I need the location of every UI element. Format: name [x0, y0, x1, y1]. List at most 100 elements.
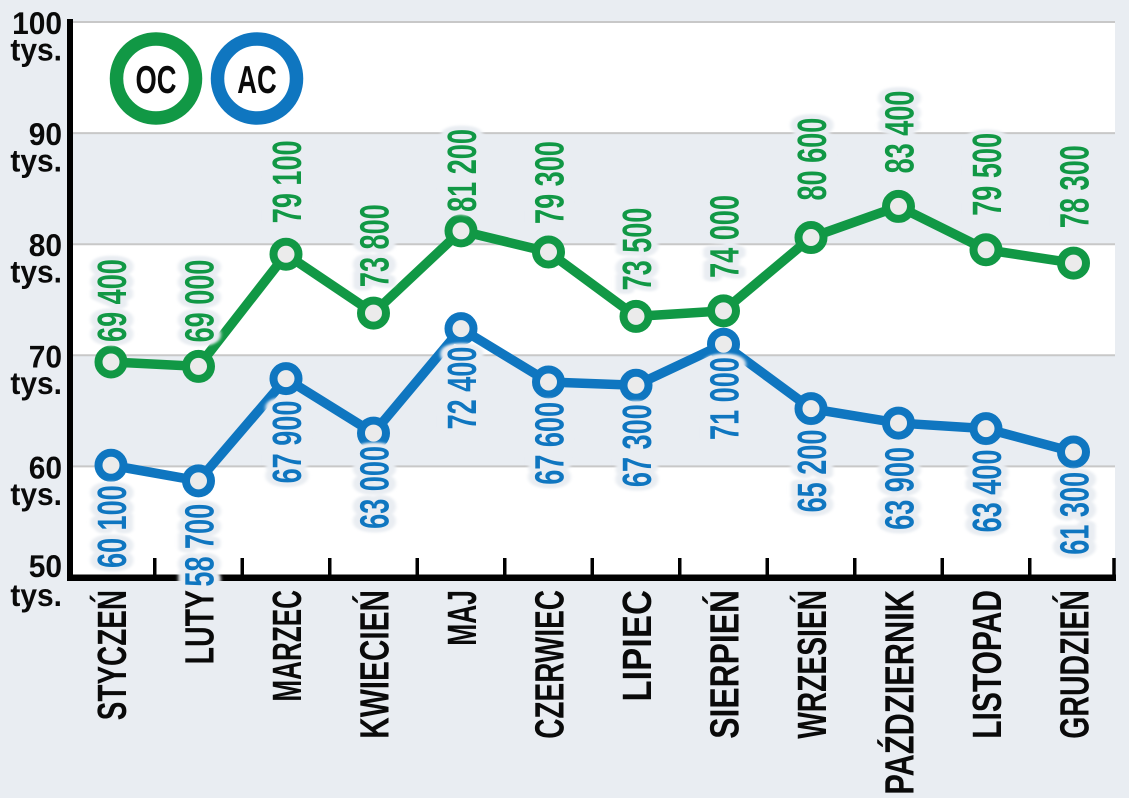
x-axis-label-1: STYCZEŃ — [89, 590, 135, 720]
ac-value-label-halo-12: 61 300 — [1052, 472, 1098, 555]
y-axis-unit-100: tys. — [10, 32, 62, 68]
oc-value-label-halo-5: 81 200 — [439, 129, 485, 212]
x-axis-tick — [503, 558, 507, 575]
ac-value-label-4: 63 000 — [352, 446, 398, 529]
y-axis-label-90: 90 — [29, 116, 62, 152]
ac-marker-9 — [794, 392, 828, 426]
ac-value-label-halo-1: 60 100 — [89, 485, 135, 568]
y-axis-unit-50: tys. — [10, 577, 62, 613]
oc-marker-3 — [269, 237, 303, 271]
plot-band — [73, 466, 1115, 575]
x-axis-label-8: SIERPIEŃ — [702, 590, 748, 739]
ac-marker-7 — [619, 368, 653, 402]
oc-marker-11 — [969, 233, 1003, 267]
x-axis-label-11: LISTOPAD — [964, 590, 1010, 739]
ac-value-label-8: 71 000 — [702, 357, 748, 440]
ac-marker-12 — [1057, 435, 1090, 469]
legend-ac-label: AC — [237, 59, 276, 102]
legend-oc-label: OC — [136, 59, 177, 102]
oc-value-label-12: 78 300 — [1052, 145, 1098, 228]
ac-value-label-12: 61 300 — [1052, 472, 1098, 555]
ac-marker-11 — [969, 412, 1003, 446]
oc-value-label-halo-8: 74 000 — [702, 195, 748, 278]
x-axis-tick — [240, 558, 244, 575]
oc-value-label-8: 74 000 — [702, 195, 748, 278]
legend-oc-ring — [109, 32, 203, 125]
oc-value-label-7: 73 500 — [614, 208, 660, 291]
oc-value-label-halo-10: 83 400 — [877, 91, 923, 174]
x-axis-label-12: GRUDZIEŃ — [1052, 590, 1098, 739]
ac-value-label-halo-6: 67 600 — [527, 402, 573, 485]
x-axis-tick — [1112, 558, 1116, 575]
x-axis-tick — [1028, 558, 1032, 575]
x-axis-label-10: PAŹDZIERNIK — [877, 590, 923, 795]
ac-value-label-6: 67 600 — [527, 402, 573, 485]
y-axis-line — [67, 19, 73, 581]
oc-value-label-6: 79 300 — [527, 141, 573, 224]
ac-value-label-2: 58 700 — [177, 504, 223, 587]
oc-value-label-halo-4: 73 800 — [352, 204, 398, 287]
oc-value-label-3: 79 100 — [264, 140, 310, 223]
oc-value-label-halo-3: 79 100 — [264, 140, 310, 223]
ac-value-label-halo-7: 67 300 — [614, 404, 660, 487]
y-axis-unit-80: tys. — [10, 254, 62, 290]
oc-marker-2 — [182, 349, 215, 383]
x-axis-label-9: WRZESIEŃ — [789, 590, 835, 739]
x-axis-label-4: KWIECIEŃ — [352, 590, 398, 739]
oc-value-label-halo-2: 69 000 — [177, 260, 223, 343]
y-axis-unit-60: tys. — [10, 476, 62, 512]
x-axis-label-3: MARZEC — [264, 590, 310, 702]
ac-value-label-3: 67 900 — [264, 401, 310, 484]
oc-value-label-halo-9: 80 600 — [789, 118, 835, 201]
x-axis-line — [67, 574, 1116, 581]
oc-marker-6 — [532, 235, 565, 269]
oc-value-label-halo-12: 78 300 — [1052, 145, 1098, 228]
x-axis-tick — [678, 558, 682, 575]
ac-value-label-halo-8: 71 000 — [702, 357, 748, 440]
oc-value-label-9: 80 600 — [789, 118, 835, 201]
oc-marker-12 — [1057, 246, 1090, 280]
plot-band — [73, 244, 1115, 356]
x-axis-label-7: LIPIEC — [614, 590, 660, 702]
oc-marker-1 — [94, 345, 128, 379]
x-axis-tick — [765, 558, 769, 575]
oc-marker-5 — [444, 214, 478, 248]
ac-value-label-halo-11: 63 400 — [964, 450, 1010, 533]
x-axis-tick — [328, 558, 332, 575]
ac-value-label-1: 60 100 — [89, 485, 135, 568]
oc-value-label-2: 69 000 — [177, 260, 223, 343]
ac-value-label-halo-2: 58 700 — [177, 504, 223, 587]
x-axis-tick — [415, 558, 419, 575]
oc-marker-7 — [619, 299, 653, 333]
ac-value-label-5: 72 400 — [439, 347, 485, 430]
oc-marker-10 — [882, 189, 915, 223]
y-axis-label-70: 70 — [29, 338, 62, 374]
ac-value-label-7: 67 300 — [614, 404, 660, 487]
oc-value-label-halo-1: 69 400 — [89, 259, 135, 342]
legend-ac-ring — [210, 32, 304, 125]
ac-marker-1 — [94, 448, 128, 482]
ac-value-label-10: 63 900 — [877, 447, 923, 530]
ac-value-label-halo-5: 72 400 — [439, 347, 485, 430]
x-axis-tick — [590, 558, 594, 575]
ac-marker-3 — [269, 362, 303, 396]
ac-marker-8 — [707, 327, 740, 361]
oc-value-label-halo-6: 79 300 — [527, 141, 573, 224]
y-axis-label-60: 60 — [29, 449, 62, 485]
y-axis-unit-70: tys. — [10, 365, 62, 401]
oc-value-label-4: 73 800 — [352, 204, 398, 287]
ac-marker-2 — [182, 464, 215, 498]
ac-marker-6 — [532, 365, 565, 399]
x-axis-tick — [940, 558, 944, 575]
ac-value-label-halo-3: 67 900 — [264, 401, 310, 484]
y-axis-label-80: 80 — [29, 227, 62, 263]
y-axis-unit-90: tys. — [10, 143, 62, 179]
ac-marker-10 — [882, 406, 915, 440]
ac-value-label-halo-9: 65 200 — [789, 430, 835, 513]
oc-value-label-11: 79 500 — [964, 133, 1010, 216]
oc-value-label-10: 83 400 — [877, 91, 923, 174]
oc-value-label-5: 81 200 — [439, 129, 485, 212]
oc-value-label-halo-11: 79 500 — [964, 133, 1010, 216]
